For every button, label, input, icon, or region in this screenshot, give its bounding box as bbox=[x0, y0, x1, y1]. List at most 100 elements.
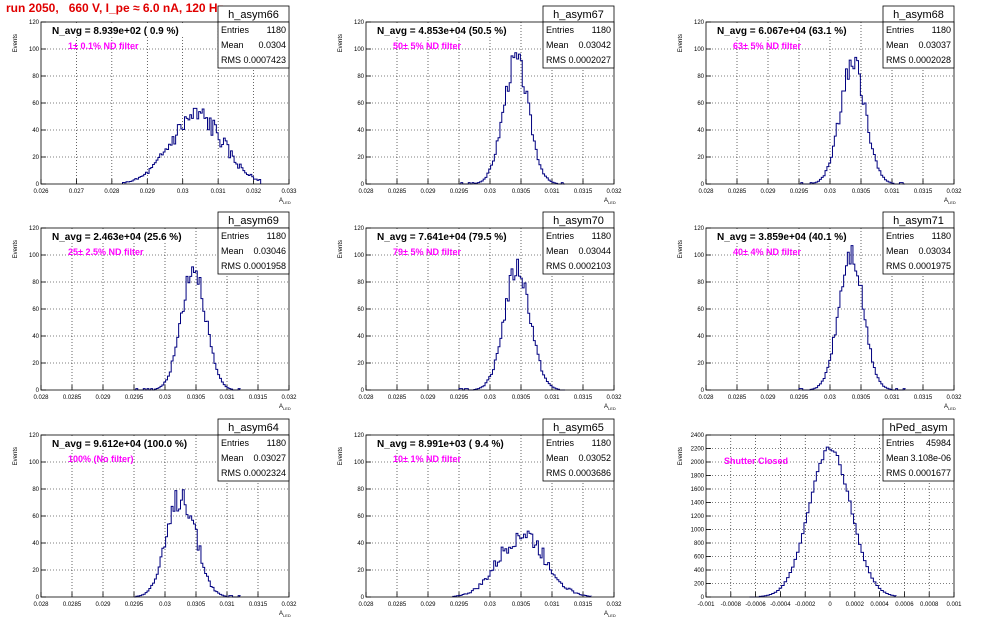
stats-value: 0.0007423 bbox=[243, 55, 286, 65]
x-tick-label: 0.0295 bbox=[450, 395, 469, 401]
x-tick-label: 0.032 bbox=[246, 189, 262, 195]
x-tick-label: 0.032 bbox=[281, 602, 297, 608]
filter-note: 79± 5% ND filter bbox=[393, 247, 461, 257]
x-tick-label: 0.0002 bbox=[846, 602, 865, 608]
navg-bg bbox=[43, 437, 193, 450]
x-tick-label: 0.031 bbox=[884, 189, 900, 195]
x-tick-label: -0.0006 bbox=[745, 602, 766, 608]
y-tick-label: 80 bbox=[32, 280, 39, 286]
y-tick-label: 80 bbox=[32, 74, 39, 80]
histogram-name: h_asym64 bbox=[228, 422, 279, 434]
stats-label: Mean bbox=[886, 40, 909, 50]
x-axis-label: ALED bbox=[604, 611, 616, 618]
y-axis-label: Events bbox=[678, 447, 684, 465]
plot-frame bbox=[705, 227, 955, 391]
y-tick-label: 0 bbox=[361, 595, 365, 601]
y-axis-label: Events bbox=[338, 447, 344, 465]
plot-frame bbox=[705, 21, 955, 185]
navg-bg bbox=[43, 230, 193, 243]
y-tick-label: 800 bbox=[694, 541, 705, 547]
histogram-panel-h_asym71: 0.028 0.0285 0.029 0.0295 0.03 0.0305 0.031 0.0… bbox=[678, 211, 962, 411]
histogram-panel-h_asym68: 0.028 0.0285 0.029 0.0295 0.03 0.0305 0.031 0.0… bbox=[678, 5, 962, 205]
x-tick-label: 0.028 bbox=[358, 395, 374, 401]
y-tick-label: 100 bbox=[694, 253, 705, 259]
stats-label: Entries bbox=[221, 438, 250, 448]
x-axis-label: ALED bbox=[604, 404, 616, 411]
navg-bg bbox=[43, 24, 193, 37]
x-tick-label: 0.0315 bbox=[574, 602, 593, 608]
stats-value: 0.0002028 bbox=[908, 55, 951, 65]
y-tick-label: 0 bbox=[36, 595, 40, 601]
filter-note: 10± 1% ND filter bbox=[393, 454, 461, 464]
y-tick-label: 20 bbox=[697, 155, 704, 161]
y-tick-label: 100 bbox=[354, 253, 365, 259]
plot-frame bbox=[40, 21, 290, 185]
y-tick-label: 120 bbox=[29, 20, 40, 26]
y-tick-label: 100 bbox=[29, 253, 40, 259]
y-tick-label: 40 bbox=[357, 128, 364, 134]
x-tick-label: 0.029 bbox=[420, 395, 436, 401]
plot-frame bbox=[365, 21, 615, 185]
stats-label: Mean bbox=[546, 246, 569, 256]
stats-label: Entries bbox=[221, 231, 250, 241]
y-tick-label: 1200 bbox=[691, 514, 705, 520]
x-axis-label: ALED bbox=[279, 198, 291, 205]
x-tick-label: 0.029 bbox=[420, 602, 436, 608]
y-tick-label: 100 bbox=[29, 47, 40, 53]
x-tick-label: 0.028 bbox=[698, 395, 714, 401]
filter-note: Shutter Closed bbox=[724, 456, 788, 466]
histogram-bars-h_asym65 bbox=[452, 530, 593, 598]
plot-frame bbox=[40, 227, 290, 391]
x-tick-label: 0.0295 bbox=[125, 602, 144, 608]
y-tick-label: 80 bbox=[357, 74, 364, 80]
x-tick-label: 0.03 bbox=[484, 189, 496, 195]
y-tick-label: 2200 bbox=[691, 447, 705, 453]
stats-label: Entries bbox=[546, 231, 575, 241]
y-tick-label: 80 bbox=[357, 280, 364, 286]
x-tick-label: 0.0295 bbox=[450, 602, 469, 608]
navg-label: N_avg = 6.067e+04 (63.1 %) bbox=[717, 26, 847, 37]
stats-value: 1180 bbox=[592, 25, 611, 35]
x-tick-label: 0.0315 bbox=[249, 395, 268, 401]
stats-label: RMS bbox=[546, 55, 566, 65]
y-tick-label: 200 bbox=[694, 582, 705, 588]
x-tick-label: 0.0305 bbox=[512, 602, 531, 608]
x-tick-label: 0.028 bbox=[104, 189, 120, 195]
stats-value: 0.03042 bbox=[578, 40, 611, 50]
histogram-panel-h_asym65: 0.028 0.0285 0.029 0.0295 0.03 0.0305 0.031 0.0… bbox=[338, 418, 622, 618]
x-tick-label: 0.031 bbox=[544, 602, 560, 608]
histogram-bars-hPed_asym bbox=[749, 446, 897, 598]
y-tick-label: 20 bbox=[357, 361, 364, 367]
y-axis-label: Events bbox=[678, 240, 684, 258]
histogram-bars-h_asym71 bbox=[798, 245, 906, 391]
histogram-panel-hPed_asym: -0.001 -0.0008 -0.0006 -0.0004 -0.0002 0 0.000… bbox=[678, 418, 962, 608]
x-axis-label: ALED bbox=[279, 404, 291, 411]
stats-value: 0.0304 bbox=[258, 40, 286, 50]
filter-note: 50± 5% ND filter bbox=[393, 41, 461, 51]
filter-note: 25± 2.5% ND filter bbox=[68, 247, 144, 257]
y-tick-label: 120 bbox=[354, 20, 365, 26]
y-tick-label: 0 bbox=[361, 388, 365, 394]
filter-note: 1± 0.1% ND filter bbox=[68, 41, 139, 51]
y-tick-label: 80 bbox=[697, 280, 704, 286]
x-tick-label: 0.0285 bbox=[388, 189, 407, 195]
x-tick-label: 0.0295 bbox=[790, 189, 809, 195]
y-tick-label: 120 bbox=[694, 20, 705, 26]
x-tick-label: 0.0004 bbox=[870, 602, 889, 608]
stats-value: 0.03052 bbox=[578, 453, 611, 463]
stats-value: 3.108e-06 bbox=[910, 453, 951, 463]
x-tick-label: 0.03 bbox=[177, 189, 189, 195]
y-tick-label: 40 bbox=[32, 334, 39, 340]
x-tick-label: 0.0305 bbox=[512, 395, 531, 401]
x-tick-label: 0.029 bbox=[420, 189, 436, 195]
stats-box bbox=[542, 21, 615, 69]
x-tick-label: 0.0305 bbox=[512, 189, 531, 195]
x-tick-label: 0.0305 bbox=[852, 189, 871, 195]
stats-label: Entries bbox=[886, 231, 915, 241]
y-tick-label: 60 bbox=[357, 307, 364, 313]
stats-value: 1180 bbox=[932, 25, 951, 35]
x-tick-label: 0.03 bbox=[159, 395, 171, 401]
y-tick-label: 40 bbox=[357, 541, 364, 547]
navg-label: N_avg = 8.939e+02 ( 0.9 %) bbox=[52, 26, 179, 37]
